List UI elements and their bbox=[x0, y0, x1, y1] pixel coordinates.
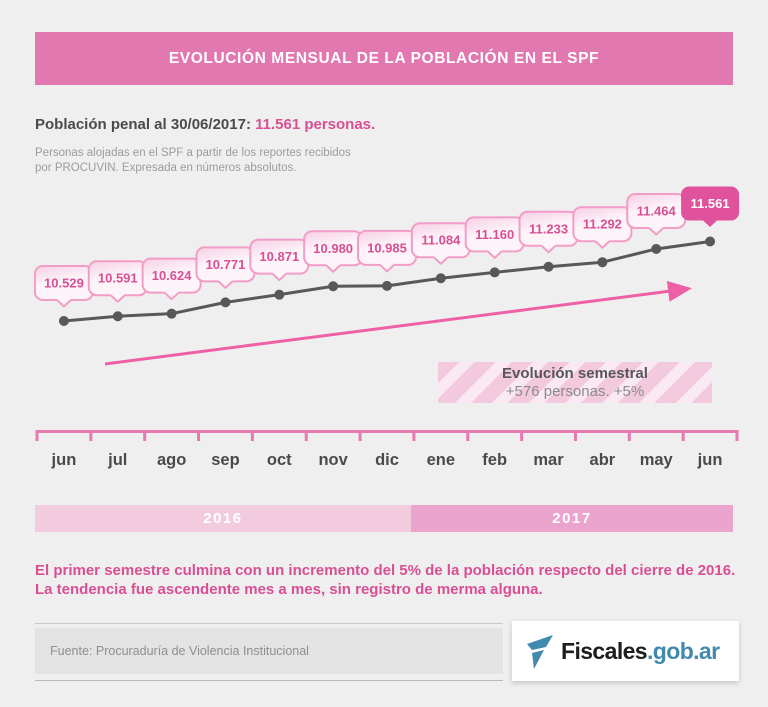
value-bubble-label: 10.980 bbox=[313, 241, 353, 256]
value-bubble: 10.980 bbox=[303, 230, 364, 273]
month-label: may bbox=[639, 451, 673, 469]
methodology-note: Personas alojadas en el SPF a partir de … bbox=[35, 146, 351, 176]
summary-paragraph: El primer semestre culmina con un increm… bbox=[35, 561, 750, 599]
value-bubble-label: 10.591 bbox=[98, 271, 138, 286]
data-point-dot bbox=[274, 289, 285, 300]
data-point-dot bbox=[435, 273, 446, 284]
value-bubble-label: 11.292 bbox=[583, 217, 622, 232]
value-bubble: 11.292 bbox=[572, 206, 633, 249]
year-bar-2017: 2017 bbox=[410, 505, 733, 532]
fiscales-logo-text: Fiscales.gob.ar bbox=[561, 637, 720, 665]
year-bar-2016: 2016 bbox=[35, 505, 411, 532]
summary-line1: El primer semestre culmina con un increm… bbox=[35, 562, 736, 579]
fiscales-logo-box: Fiscales.gob.ar bbox=[512, 621, 739, 681]
methodology-note-line1: Personas alojadas en el SPF a partir de … bbox=[35, 147, 351, 159]
source-text: Fuente: Procuraduría de Violencia Instit… bbox=[50, 644, 309, 658]
title-banner: EVOLUCIÓN MENSUAL DE LA POBLACIÓN EN EL … bbox=[35, 32, 733, 85]
value-bubble: 10.771 bbox=[195, 246, 256, 289]
data-point-dot bbox=[543, 261, 554, 272]
value-bubble: 10.624 bbox=[141, 257, 202, 301]
month-label: oct bbox=[266, 451, 292, 469]
value-bubble-label: 11.464 bbox=[637, 203, 677, 218]
value-bubble-label: 10.529 bbox=[44, 276, 84, 291]
methodology-note-line2: por PROCUVIN. Expresada en números absol… bbox=[35, 162, 297, 174]
month-label: feb bbox=[482, 451, 508, 469]
population-headline-label: Población penal al 30/06/2017: bbox=[35, 116, 251, 133]
population-series-line bbox=[63, 240, 711, 323]
data-point-dot bbox=[112, 311, 123, 322]
semester-evolution-value: +576 personas. +5% bbox=[505, 383, 645, 400]
value-bubble: 11.233 bbox=[518, 210, 579, 254]
semester-evolution-callout: Evolución semestral +576 personas. +5% bbox=[438, 362, 712, 403]
value-bubble: 10.985 bbox=[357, 229, 417, 273]
value-bubble-label: 10.771 bbox=[206, 257, 246, 272]
trend-arrow bbox=[104, 280, 692, 366]
value-bubble-label: 10.624 bbox=[152, 268, 193, 283]
value-bubble-label: 10.871 bbox=[259, 249, 299, 264]
value-bubble: 11.084 bbox=[410, 222, 471, 265]
value-bubble: 11.561 bbox=[681, 186, 740, 227]
data-point-dot bbox=[705, 236, 716, 247]
data-point-dot bbox=[166, 308, 177, 319]
source-box: Fuente: Procuraduría de Violencia Instit… bbox=[35, 628, 503, 674]
source-box-top-rule bbox=[35, 623, 503, 624]
value-bubble: 10.529 bbox=[33, 265, 94, 308]
semester-evolution-title: Evolución semestral bbox=[502, 365, 648, 382]
value-bubble-label: 10.985 bbox=[367, 240, 407, 255]
month-label: jun bbox=[697, 451, 723, 469]
value-bubble-label: 11.233 bbox=[529, 221, 568, 236]
fiscales-logo-black: Fiscales bbox=[561, 637, 648, 664]
data-point-dot bbox=[382, 280, 392, 291]
value-bubble: 10.871 bbox=[249, 238, 310, 282]
month-label: ene bbox=[426, 451, 456, 469]
month-axis-labels: jun jul ago sep oct nov dic ene feb mar abr may jun bbox=[37, 451, 737, 470]
data-point-dot bbox=[220, 297, 231, 308]
source-box-bottom-rule bbox=[35, 680, 503, 681]
value-bubble: 11.464 bbox=[626, 192, 687, 236]
fiscales-logo-teal: .gob.ar bbox=[647, 637, 720, 664]
data-point-dot bbox=[489, 267, 500, 278]
month-label: sep bbox=[211, 451, 240, 469]
value-bubble: 11.160 bbox=[464, 216, 525, 259]
data-point-dot bbox=[597, 257, 608, 268]
month-label: abr bbox=[589, 451, 616, 469]
population-headline-value: 11.561 personas. bbox=[255, 116, 376, 133]
data-point-dot bbox=[651, 243, 662, 254]
summary-line2: La tendencia fue ascendente mes a mes, s… bbox=[35, 581, 543, 598]
month-label: dic bbox=[375, 451, 399, 469]
data-point-dot bbox=[328, 281, 339, 292]
year-bars: 2016 2017 bbox=[35, 505, 733, 532]
value-bubble-label: 11.084 bbox=[421, 233, 461, 248]
month-label: mar bbox=[533, 451, 564, 469]
value-bubble-label: 11.561 bbox=[691, 196, 730, 211]
page-title: EVOLUCIÓN MENSUAL DE LA POBLACIÓN EN EL … bbox=[168, 49, 600, 67]
month-label: jun bbox=[51, 451, 77, 469]
fiscales-flag-icon bbox=[527, 635, 553, 669]
population-headline: Población penal al 30/06/2017: 11.561 pe… bbox=[35, 116, 375, 133]
value-bubble-label: 11.160 bbox=[475, 227, 514, 242]
value-bubble: 10.591 bbox=[87, 260, 148, 303]
month-label: ago bbox=[156, 451, 187, 469]
month-label: nov bbox=[318, 451, 348, 469]
month-label: jul bbox=[108, 451, 128, 469]
data-point-dot bbox=[58, 316, 69, 326]
